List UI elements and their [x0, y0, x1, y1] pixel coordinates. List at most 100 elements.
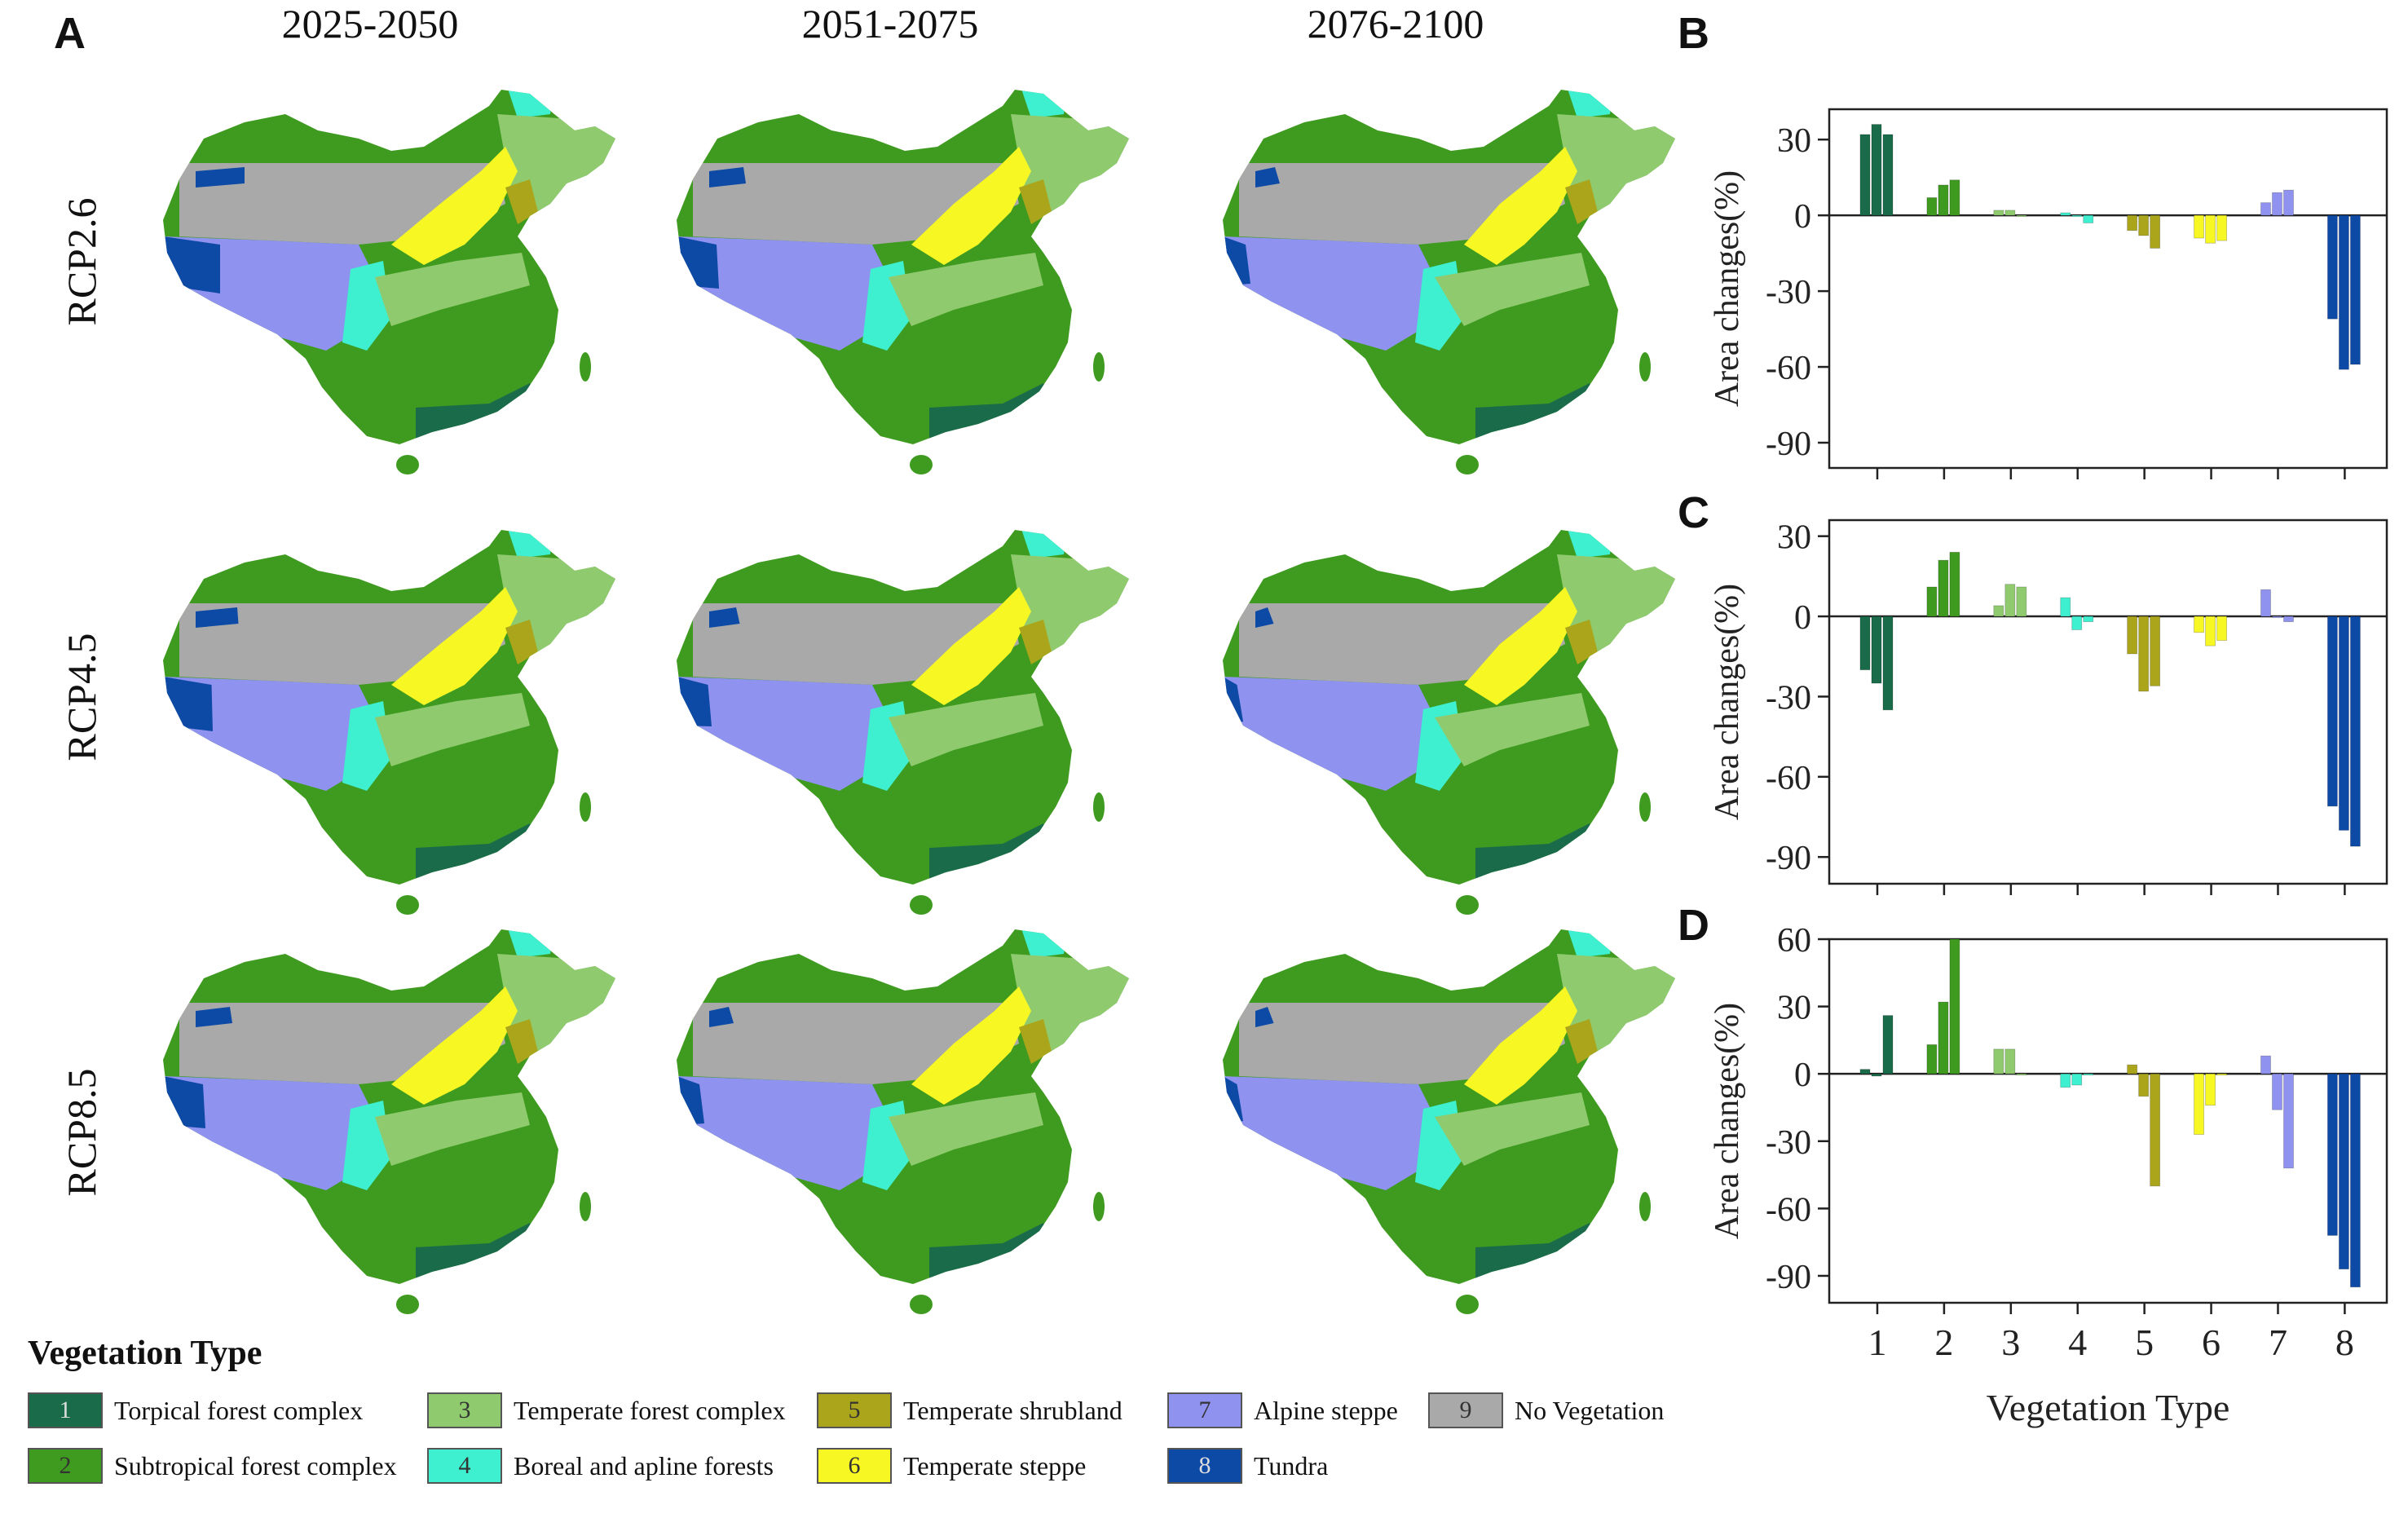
x-tick-label: 4	[2068, 1322, 2087, 1363]
y-tick-label: -90	[1766, 1259, 1811, 1296]
region-temperate-shrubland	[505, 179, 538, 224]
region-temperate-steppe	[1464, 147, 1577, 265]
bar-type-3-series-1	[1993, 1048, 2004, 1075]
y-tick-label: 0	[1794, 198, 1811, 236]
bar-type-4-series-3	[2083, 214, 2094, 223]
legend-label-8: Tundra	[1254, 1450, 1329, 1480]
bar-type-2-series-2	[1938, 1001, 1949, 1075]
bar-type-6-series-2	[2205, 616, 2216, 646]
legend-item-6: 6 Temperate steppe	[817, 1446, 1086, 1485]
bar-type-5-series-1	[2127, 616, 2138, 655]
y-tick-label: -60	[1766, 1191, 1811, 1229]
region-alpine-steppe	[677, 236, 889, 351]
period-title-1: 2025-2050	[281, 1, 459, 46]
period-title-3: 2076-2100	[1307, 1, 1484, 46]
bar-type-1-series-2	[1871, 616, 1882, 684]
legend-item-8: 8 Tundra	[1167, 1446, 1328, 1485]
bar-type-5-series-2	[2138, 616, 2150, 692]
bar-type-5-series-3	[2150, 1073, 2161, 1187]
region-alpine-steppe	[163, 677, 375, 791]
island-hainan	[910, 455, 933, 474]
legend-title: Vegetation Type	[28, 1335, 262, 1372]
region-temperate-steppe	[911, 147, 1031, 265]
bar-type-7-series-3	[2283, 616, 2294, 623]
region-alpine-steppe	[163, 1076, 375, 1190]
bar-type-6-series-1	[2194, 1073, 2204, 1135]
y-tick-label: -30	[1766, 679, 1811, 717]
bar-type-8-series-3	[2349, 616, 2361, 847]
region-tundra-north	[196, 167, 245, 188]
bar-type-8-series-1	[2326, 1073, 2338, 1236]
island-taiwan	[580, 1192, 591, 1221]
region-temperate-forest-central	[375, 1092, 530, 1166]
panel-letter-d: D	[1678, 901, 1709, 950]
bar-type-3-series-3	[2016, 1073, 2027, 1076]
panel-letter-a: A	[54, 9, 86, 58]
bar-type-6-series-3	[2216, 1073, 2227, 1076]
x-tick-label: 2	[1934, 1322, 1953, 1363]
bar-type-2-series-1	[1926, 1044, 1938, 1075]
legend-swatch-8: 8	[1167, 1448, 1242, 1484]
bar-type-6-series-1	[2194, 616, 2204, 633]
island-hainan	[396, 455, 419, 474]
bar-type-2-series-3	[1949, 551, 1960, 617]
bar-type-3-series-3	[2016, 214, 2027, 218]
bar-type-8-series-2	[2338, 616, 2349, 831]
bar-type-4-series-2	[2071, 616, 2083, 630]
bar-type-4-series-1	[2060, 212, 2071, 216]
legend-swatch-7: 7	[1167, 1392, 1242, 1428]
legend-label-4: Boreal and apline forests	[514, 1450, 774, 1480]
y-tick-label: -60	[1766, 350, 1811, 387]
bar-type-7-series-3	[2283, 189, 2294, 216]
bar-type-8-series-2	[2338, 1073, 2349, 1270]
region-temperate-steppe	[1464, 986, 1577, 1105]
island-taiwan	[1639, 792, 1651, 822]
legend-label-1: Torpical forest complex	[114, 1395, 364, 1425]
island-taiwan	[1093, 1192, 1105, 1221]
bar-type-2-series-1	[1926, 197, 1938, 216]
bar-type-1-series-3	[1882, 1015, 1894, 1075]
island-taiwan	[1639, 1192, 1651, 1221]
y-tick-label: 0	[1794, 599, 1811, 637]
map-rcp45-2025-2050	[163, 530, 615, 915]
bar-type-2-series-3	[1949, 938, 1960, 1075]
region-temperate-forest-central	[375, 253, 530, 326]
panel-letter-c: C	[1678, 488, 1709, 537]
y-tick-label: 30	[1777, 990, 1811, 1027]
bar-type-5-series-3	[2150, 214, 2161, 249]
plot-frame	[1828, 519, 2388, 885]
bar-type-5-series-1	[2127, 214, 2138, 232]
bar-type-7-series-3	[2283, 1073, 2294, 1169]
y-tick-label: -90	[1766, 426, 1811, 463]
bar-type-7-series-1	[2260, 589, 2271, 617]
period-title-2: 2051-2075	[801, 1, 979, 46]
region-tundra-north	[1255, 167, 1280, 188]
bar-type-5-series-1	[2127, 1064, 2138, 1075]
legend-swatch-6: 6	[817, 1448, 892, 1484]
region-temperate-shrubland	[505, 1019, 538, 1064]
bar-type-4-series-2	[2071, 1073, 2083, 1086]
region-alpine-steppe	[1223, 1076, 1435, 1190]
region-alpine-steppe	[677, 1076, 889, 1190]
region-temperate-shrubland	[505, 620, 538, 664]
region-temperate-forest-central	[1435, 1092, 1590, 1166]
map-rcp85-2076-2100	[1223, 929, 1675, 1314]
region-tundra-north	[1255, 607, 1274, 628]
bar-type-4-series-1	[2060, 1073, 2071, 1088]
region-temperate-shrubland	[1565, 620, 1598, 664]
bar-type-3-series-2	[2004, 584, 2016, 617]
y-tick-label: -30	[1766, 1124, 1811, 1162]
bar-type-2-series-3	[1949, 179, 1960, 216]
bar-type-3-series-1	[1993, 210, 2004, 216]
bar-type-3-series-2	[2004, 210, 2016, 216]
legend-label-3: Temperate forest complex	[514, 1395, 786, 1425]
y-tick-label: -60	[1766, 760, 1811, 797]
legend-swatch-9: 9	[1428, 1392, 1503, 1428]
bar-type-8-series-3	[2349, 214, 2361, 365]
region-temperate-forest-central	[889, 693, 1043, 766]
map-rcp85-2051-2075	[677, 929, 1129, 1314]
island-hainan	[910, 1295, 933, 1314]
map-rcp26-2051-2075	[677, 90, 1129, 474]
legend-item-3: 3 Temperate forest complex	[427, 1391, 786, 1430]
